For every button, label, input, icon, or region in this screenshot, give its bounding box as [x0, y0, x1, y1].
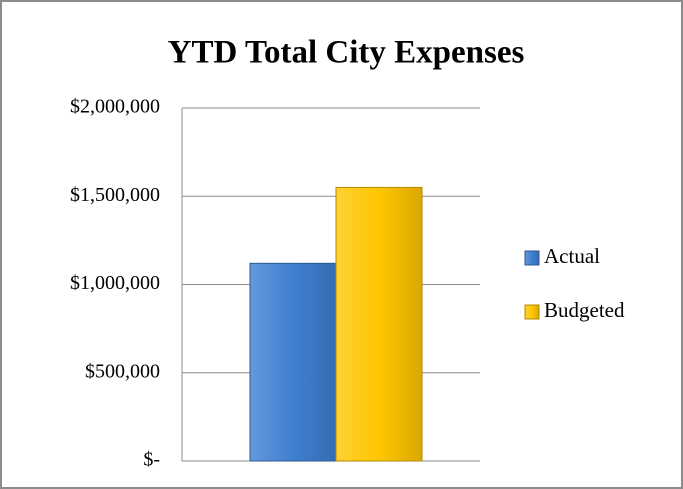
chart-title: YTD Total City Expenses	[168, 35, 525, 71]
y-tick-label: $1,500,000	[70, 184, 160, 206]
y-tick-label: $2,000,000	[70, 96, 160, 118]
y-tick-label: $500,000	[85, 360, 160, 382]
legend-label: Actual	[544, 244, 600, 268]
y-tick-label: $-	[143, 449, 160, 471]
y-tick-label: $1,000,000	[70, 272, 160, 294]
legend-swatch	[524, 250, 540, 266]
legend-label: Budgeted	[544, 298, 625, 322]
bar	[249, 262, 337, 462]
legend-swatch	[524, 304, 540, 320]
bar	[335, 186, 423, 462]
